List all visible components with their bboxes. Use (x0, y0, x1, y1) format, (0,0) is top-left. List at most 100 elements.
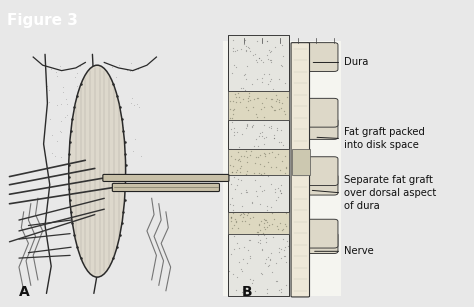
Point (290, 152, 297, 157)
Point (226, 202, 234, 207)
Point (72, 75, 79, 80)
Point (249, 219, 257, 223)
Point (257, 150, 265, 155)
Point (260, 187, 268, 192)
Point (275, 97, 283, 102)
Point (261, 141, 268, 146)
Point (316, 239, 324, 244)
Point (252, 155, 260, 160)
Point (320, 163, 328, 168)
Text: Separate fat graft
over dorsal aspect
of dura: Separate fat graft over dorsal aspect of… (344, 175, 436, 211)
Point (262, 161, 269, 166)
Point (326, 245, 334, 250)
Point (81, 92, 89, 97)
Point (230, 102, 238, 107)
Point (244, 248, 251, 253)
Point (229, 38, 237, 43)
Point (243, 64, 251, 69)
FancyBboxPatch shape (223, 41, 341, 296)
Point (310, 58, 317, 63)
Point (271, 218, 279, 223)
Point (243, 122, 250, 126)
Point (277, 225, 284, 230)
Point (265, 214, 273, 219)
Point (255, 222, 263, 227)
Point (324, 57, 332, 62)
Bar (228, 150, 289, 234)
Point (246, 237, 254, 242)
Point (237, 91, 245, 96)
Point (246, 164, 254, 169)
Point (281, 170, 289, 175)
Point (225, 165, 233, 169)
Point (241, 214, 249, 219)
Point (241, 154, 249, 159)
Point (231, 49, 238, 54)
Point (264, 174, 272, 179)
Point (252, 136, 260, 141)
Point (278, 157, 286, 162)
Point (283, 98, 290, 103)
Point (115, 143, 122, 148)
Point (250, 123, 257, 128)
Point (243, 123, 250, 128)
Point (271, 186, 279, 191)
Point (259, 218, 266, 223)
Point (312, 181, 320, 186)
Point (237, 212, 245, 217)
Point (318, 162, 325, 167)
Point (276, 167, 283, 172)
Point (229, 271, 237, 276)
Point (229, 163, 237, 168)
Point (240, 212, 248, 217)
Point (227, 147, 234, 152)
Point (128, 96, 136, 101)
Point (313, 159, 320, 164)
Point (326, 56, 334, 61)
Point (283, 95, 291, 100)
Point (230, 133, 238, 138)
Point (295, 161, 303, 165)
Point (320, 245, 328, 250)
Point (310, 185, 317, 189)
Point (310, 238, 318, 243)
Point (246, 109, 254, 114)
Point (76, 63, 84, 68)
Point (273, 126, 281, 131)
Point (236, 100, 243, 105)
Point (281, 114, 288, 119)
Point (279, 160, 287, 165)
Point (245, 94, 253, 99)
Point (279, 161, 286, 166)
Point (268, 225, 276, 230)
Point (272, 189, 279, 194)
Point (253, 96, 261, 101)
Point (263, 52, 271, 57)
Point (233, 48, 240, 52)
Point (263, 218, 270, 223)
Point (267, 204, 275, 209)
Point (73, 71, 81, 76)
Point (238, 204, 246, 209)
Point (59, 84, 67, 89)
Point (267, 124, 275, 129)
Point (282, 254, 289, 259)
Point (309, 50, 316, 55)
Point (280, 53, 287, 58)
Point (317, 132, 324, 137)
Point (313, 108, 321, 113)
Point (314, 55, 321, 60)
Point (112, 75, 120, 80)
Point (98, 78, 106, 83)
Point (323, 222, 331, 227)
Point (258, 247, 266, 252)
Point (261, 151, 268, 156)
Point (321, 181, 328, 186)
Point (251, 143, 258, 148)
Point (228, 119, 236, 124)
FancyBboxPatch shape (306, 219, 338, 248)
Point (313, 247, 320, 252)
Point (256, 201, 264, 206)
Point (260, 72, 267, 76)
Point (326, 115, 333, 120)
